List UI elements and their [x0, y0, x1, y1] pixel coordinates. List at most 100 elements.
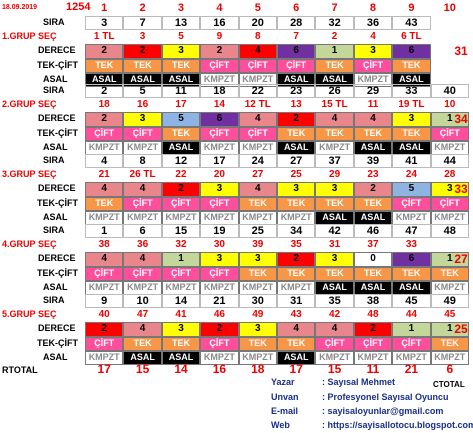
tekcift-cell: ÇİFT — [200, 336, 239, 351]
asal-cell: KMPZT — [85, 140, 124, 155]
sira-cell: 4 — [85, 154, 124, 169]
group-name: 5.GRUP — [2, 309, 36, 320]
asal-cell: KMPZT — [277, 280, 316, 295]
asal-cell: KMPZT — [85, 210, 124, 225]
rtotal-value: 14 — [174, 362, 188, 376]
asal-cell: KMPZT — [315, 140, 354, 155]
derece-cell: 1 — [430, 112, 469, 127]
sec-cell: 32 — [175, 239, 187, 251]
sec-cell: 1 TL — [93, 31, 115, 43]
derece-cell: 1 — [430, 252, 469, 267]
code-label: 1254 — [66, 1, 91, 13]
sira-cell: 34 — [277, 224, 316, 239]
sira-cell: 27 — [277, 154, 316, 169]
sec-cell: 15 TL — [321, 99, 348, 111]
rtotal-value: 17 — [289, 362, 303, 376]
derece-cell: 3 — [161, 322, 201, 337]
derece-cell: 2 — [161, 182, 201, 197]
derece-cell: 5 — [392, 182, 431, 197]
tekcift-cell: ÇİFT — [161, 196, 201, 211]
sec-cell — [431, 238, 469, 252]
sira-cell: 12 — [161, 154, 201, 169]
sec-cell: 23 — [367, 169, 379, 181]
sec-cell: 7 — [293, 31, 299, 43]
derece-label: DERECE — [38, 323, 76, 334]
tekcift-cell: TEK — [430, 266, 469, 281]
sira-cell: 47 — [392, 224, 431, 239]
sec-cell: 4 — [370, 31, 376, 43]
footer-value: : sayisaloyunlar@gmail.com — [322, 406, 444, 416]
sira-cell: 28 — [277, 16, 316, 31]
footer-value: : https://sayisallotocu.blogspot.com — [322, 420, 473, 430]
derece-cell: 4 — [315, 322, 354, 337]
tekcift-cell: TEK — [85, 58, 124, 73]
asal-cell: ASAL — [123, 72, 162, 87]
sira-cell: 20 — [238, 16, 277, 31]
sira-label: SIRA — [43, 17, 65, 27]
rtotal-value: 21 — [404, 362, 419, 376]
derece-cell: 3 — [392, 112, 431, 127]
header-number: 9 — [408, 2, 415, 14]
sec-cell: 18 — [98, 99, 110, 111]
asal-cell: ASAL — [353, 210, 393, 225]
tekcift-cell: ÇİFT — [85, 126, 124, 141]
sec-cell: 5 — [178, 31, 184, 43]
sec-cell: 20 — [213, 169, 225, 181]
sec-cell: 14 — [213, 99, 225, 111]
tekcift-cell: ÇİFT — [200, 126, 239, 141]
sira-cell: 26 — [315, 84, 354, 99]
tekcift-label: TEK-ÇİFT — [37, 197, 78, 208]
asal-cell: KMPZT — [392, 210, 431, 225]
asal-cell: KMPZT — [430, 140, 469, 155]
derece-cell: 2 — [123, 44, 162, 59]
asal-cell: ASAL — [353, 140, 393, 155]
sec-cell: 33 — [405, 239, 417, 251]
footer-key: Web — [271, 420, 290, 430]
derece-label: DERECE — [38, 253, 76, 264]
asal-cell: KMPZT — [123, 210, 162, 225]
sira-cell: 23 — [277, 84, 316, 99]
derece-cell: 4 — [238, 44, 277, 59]
tekcift-label: TEK-ÇİFT — [37, 59, 78, 70]
sira-cell: 10 — [123, 294, 162, 309]
asal-cell: KMPZT — [200, 140, 239, 155]
sec-label: SEÇ — [38, 99, 57, 110]
group-total: 34 — [454, 112, 468, 126]
derece-cell: 3 — [161, 44, 201, 59]
sira-label: SIRA — [43, 225, 65, 235]
group-total: 27 — [454, 252, 468, 266]
rtotal-label: RTOTAL — [2, 365, 38, 375]
asal-cell: ASAL — [392, 72, 431, 87]
group-name: 2.GRUP — [2, 99, 36, 110]
tekcift-cell: TEK — [315, 196, 354, 211]
asal-cell: KMPZT — [200, 210, 239, 225]
sec-cell: 22 — [175, 169, 187, 181]
derece-cell: 2 — [200, 44, 239, 59]
header-number: 5 — [254, 2, 261, 14]
asal-cell: KMPZT — [238, 140, 277, 155]
sec-cell: 42 — [329, 309, 341, 321]
header-number: 1 — [101, 2, 108, 14]
tekcift-cell: TEK — [392, 58, 431, 73]
sec-cell: 11 — [367, 99, 379, 111]
derece-cell: 2 — [353, 182, 393, 197]
tekcift-cell: TEK — [315, 126, 354, 141]
asal-cell: ASAL — [392, 280, 431, 295]
asal-cell: KMPZT — [353, 72, 393, 87]
tekcift-cell: TEK — [238, 266, 277, 281]
tekcift-cell: ÇİFT — [85, 266, 124, 281]
tekcift-label: TEK-ÇİFT — [37, 267, 78, 278]
derece-cell: 3 — [430, 182, 469, 197]
sira-cell: 6 — [123, 224, 162, 239]
sec-cell: 16 — [137, 99, 149, 111]
sira-cell: 1 — [85, 224, 124, 239]
derece-cell: 2 — [353, 322, 393, 337]
derece-cell: 4 — [238, 112, 277, 127]
derece-cell: 4 — [123, 182, 162, 197]
rtotal-value: 15 — [327, 362, 342, 376]
sec-cell: 28 — [444, 169, 456, 181]
tekcift-cell: TEK — [238, 196, 277, 211]
tekcift-cell: TEK — [430, 336, 469, 351]
tekcift-cell: ÇİFT — [200, 196, 239, 211]
sec-cell: 9 — [216, 31, 223, 43]
